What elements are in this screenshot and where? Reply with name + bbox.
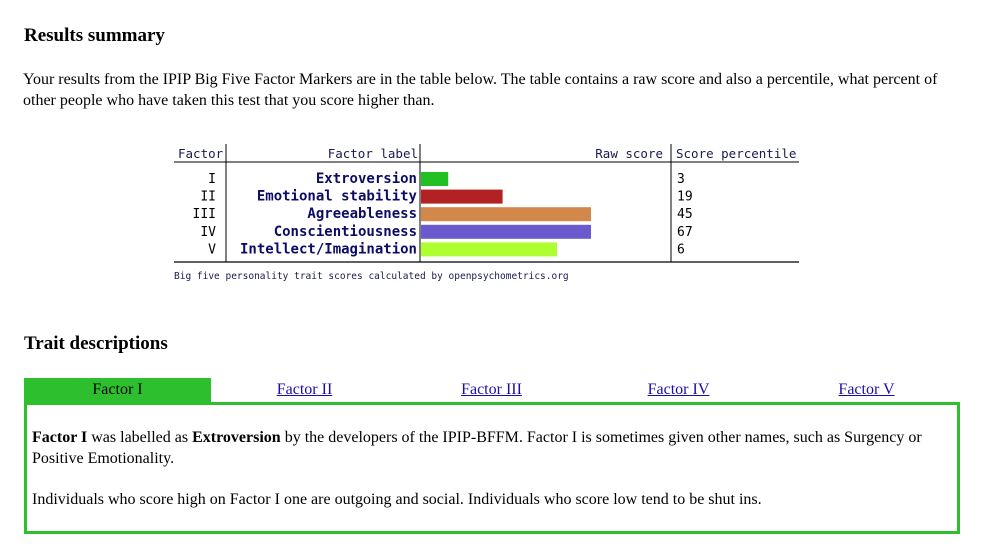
factor-name: Factor I	[32, 429, 88, 446]
factor-numeral: II	[200, 190, 216, 205]
trait-descriptions-heading: Trait descriptions	[24, 333, 168, 354]
tab-factor-3[interactable]: Factor III	[398, 378, 585, 402]
percentile-value: 3	[677, 172, 685, 187]
factor-label-text: Conscientiousness	[274, 224, 417, 240]
factor-label-text: Emotional stability	[257, 189, 418, 205]
score-bar	[421, 189, 503, 204]
header-raw-score: Raw score	[595, 146, 663, 161]
tab-factor-5-link[interactable]: Factor V	[838, 381, 895, 398]
score-chart: Factor Factor label Raw score Score perc…	[174, 144, 799, 282]
header-factor-label: Factor label	[328, 146, 418, 161]
tab-factor-1-label: Factor I	[92, 381, 143, 398]
header-score-percentile: Score percentile	[676, 146, 796, 161]
factor-numeral: IV	[200, 225, 216, 240]
factor-tabs: Factor I Factor II Factor III Factor IV …	[24, 378, 960, 402]
factor-description-panel: Factor I was labelled as Extroversion by…	[24, 402, 960, 534]
factor-description-paragraph-1: Factor I was labelled as Extroversion by…	[32, 427, 952, 469]
header-factor: Factor	[178, 146, 224, 161]
factor-numeral: V	[208, 242, 216, 257]
percentile-value: 19	[677, 190, 693, 205]
score-bar	[421, 224, 591, 239]
chart-grid-lines	[174, 144, 799, 263]
factor-description-paragraph-2: Individuals who score high on Factor I o…	[32, 491, 762, 508]
tab-factor-3-link[interactable]: Factor III	[461, 381, 522, 398]
tab-factor-4-link[interactable]: Factor IV	[647, 381, 710, 398]
factor-label: Extroversion	[192, 429, 281, 446]
factor-label-text: Agreeableness	[307, 206, 417, 222]
tab-factor-2[interactable]: Factor II	[211, 378, 398, 402]
tab-factor-4[interactable]: Factor IV	[585, 378, 772, 402]
percentile-value: 45	[677, 207, 693, 222]
score-bar	[421, 242, 557, 257]
tab-factor-5[interactable]: Factor V	[773, 378, 960, 402]
factor-desc-mid: was labelled as	[87, 429, 193, 446]
tab-factor-2-link[interactable]: Factor II	[276, 381, 333, 398]
score-bar	[421, 207, 591, 222]
chart-footnote: Big five personality trait scores calcul…	[174, 271, 569, 282]
factor-label-text: Extroversion	[316, 171, 417, 187]
results-intro-text: Your results from the IPIP Big Five Fact…	[23, 71, 938, 109]
percentile-value: 67	[677, 225, 693, 240]
score-bar	[421, 172, 449, 186]
factor-numeral: III	[193, 207, 216, 222]
factor-numeral: I	[208, 172, 216, 187]
percentile-value: 6	[677, 242, 685, 257]
tab-factor-1[interactable]: Factor I	[24, 378, 211, 402]
results-summary-heading: Results summary	[24, 25, 165, 46]
factor-desc-rest: by the developers of the IPIP-BFFM. Fact…	[32, 429, 922, 467]
factor-label-text: Intellect/Imagination	[240, 241, 417, 257]
